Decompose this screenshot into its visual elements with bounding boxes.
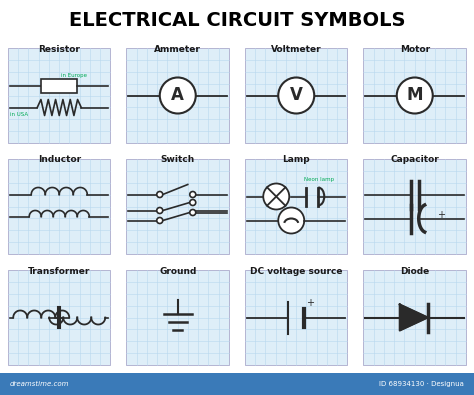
Bar [41, 79, 77, 92]
Text: Transformer: Transformer [28, 267, 91, 275]
Text: +: + [306, 299, 314, 308]
Bar [245, 48, 347, 143]
Text: dreamstime.com: dreamstime.com [10, 381, 70, 387]
Text: Diode: Diode [400, 267, 429, 275]
Circle shape [190, 199, 196, 205]
Bar [364, 48, 466, 143]
Bar [8, 48, 110, 143]
Bar [127, 48, 229, 143]
Circle shape [397, 77, 433, 113]
Text: M: M [407, 87, 423, 105]
Bar [245, 270, 347, 365]
Text: Lamp: Lamp [283, 156, 310, 164]
Text: Inductor: Inductor [38, 156, 81, 164]
Circle shape [160, 77, 196, 113]
Bar [127, 159, 229, 254]
Text: ELECTRICAL CIRCUIT SYMBOLS: ELECTRICAL CIRCUIT SYMBOLS [69, 11, 405, 30]
Circle shape [157, 207, 163, 214]
Bar [364, 159, 466, 254]
Bar [0, 373, 474, 395]
Polygon shape [400, 305, 428, 331]
Text: Ground: Ground [159, 267, 196, 275]
Circle shape [190, 209, 196, 216]
Circle shape [157, 192, 163, 198]
Text: Capacitor: Capacitor [391, 156, 439, 164]
Text: in Europe: in Europe [61, 73, 87, 79]
Text: ID 68934130 · Designua: ID 68934130 · Designua [379, 381, 464, 387]
Text: +: + [437, 211, 445, 220]
Text: Resistor: Resistor [38, 45, 80, 53]
Bar [8, 159, 110, 254]
Bar [245, 159, 347, 254]
Circle shape [190, 192, 196, 198]
Bar [8, 270, 110, 365]
Circle shape [278, 77, 314, 113]
Text: in USA: in USA [10, 111, 28, 117]
Text: Voltmeter: Voltmeter [271, 45, 321, 53]
Text: V: V [290, 87, 303, 105]
Text: Ammeter: Ammeter [155, 45, 201, 53]
Text: A: A [171, 87, 184, 105]
Text: Motor: Motor [400, 45, 430, 53]
Circle shape [278, 207, 304, 233]
Bar [127, 270, 229, 365]
Circle shape [157, 218, 163, 224]
Text: Switch: Switch [161, 156, 195, 164]
Circle shape [263, 184, 289, 209]
Text: DC voltage source: DC voltage source [250, 267, 343, 275]
Bar [364, 270, 466, 365]
Text: Neon lamp: Neon lamp [304, 177, 334, 181]
